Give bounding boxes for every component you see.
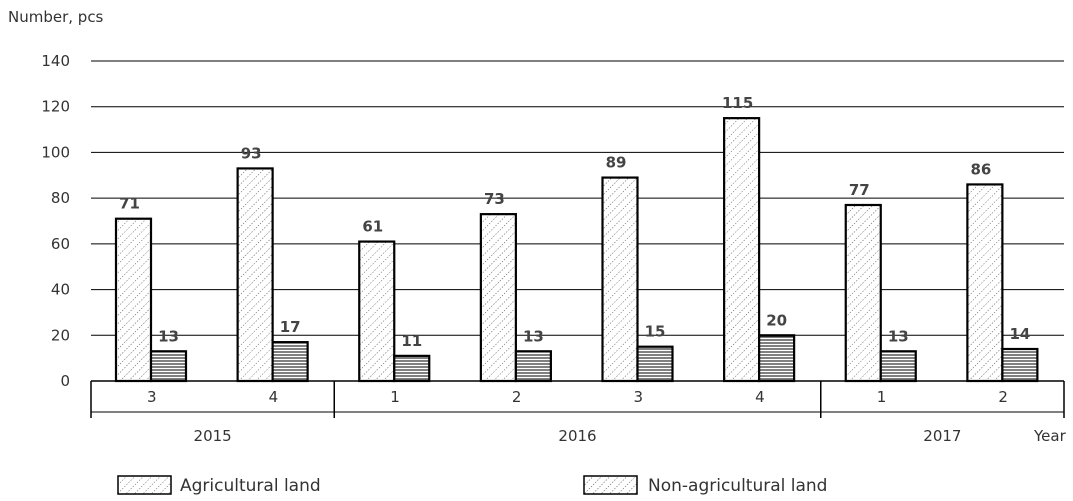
bars: 71 13 93 17 61 11 73 13 89 15 115 20 77 13 86 14 (114, 94, 1039, 383)
x-tick-label: 4 (269, 388, 279, 406)
group-label: 2015 (194, 427, 232, 445)
x-tick-label: 2 (512, 388, 522, 406)
legend: Agricultural land Non-agricultural land (117, 475, 827, 496)
bar (236, 167, 274, 383)
bar-value-label: 93 (241, 144, 262, 162)
bar-value-label: 115 (722, 94, 753, 112)
bar-value-label: 89 (606, 154, 627, 172)
y-tick-label: 60 (51, 235, 70, 253)
bar (723, 117, 761, 383)
bar (479, 213, 517, 383)
y-tick-label: 80 (51, 189, 70, 207)
y-axis-title: Number, pcs (8, 8, 104, 26)
bar (114, 217, 153, 383)
group-label: 2016 (558, 427, 596, 445)
group-label: 2017 (923, 427, 961, 445)
bar-value-label: 20 (766, 311, 787, 329)
bar (358, 240, 396, 383)
bar-value-label: 77 (849, 181, 870, 199)
bar-value-label: 13 (158, 327, 179, 345)
legend-label-agricultural: Agricultural land (180, 476, 321, 496)
x-tick-label: 3 (634, 388, 644, 406)
bar (636, 345, 674, 383)
bar (601, 176, 639, 383)
y-tick-label: 0 (60, 372, 70, 390)
bar-value-label: 86 (970, 160, 991, 178)
legend-label-non-agricultural: Non-agricultural land (648, 476, 827, 496)
x-axis-title: Year (1033, 427, 1067, 445)
y-tick-label: 120 (41, 98, 70, 116)
bar (149, 350, 188, 383)
bar-value-label: 15 (645, 323, 666, 341)
bar-value-label: 13 (888, 327, 909, 345)
x-tick-label: 1 (877, 388, 887, 406)
x-axis: 3 4 1 2 3 4 1 2 2015 2016 2017 (90, 380, 1065, 445)
y-axis-ticks: 0 20 40 60 80 100 120 140 (41, 52, 70, 390)
bar (966, 183, 1004, 383)
bar-value-label: 61 (362, 218, 383, 236)
bar (1001, 347, 1039, 383)
bar-value-label: 71 (119, 195, 140, 213)
legend-swatch-agricultural (117, 475, 172, 495)
bar-value-label: 73 (484, 190, 505, 208)
bar-value-label: 11 (401, 332, 422, 350)
legend-swatch-non-agricultural (583, 475, 638, 495)
y-tick-label: 140 (41, 52, 70, 70)
x-tick-label: 1 (390, 388, 400, 406)
bar-value-label: 14 (1009, 325, 1030, 343)
bar-value-label: 13 (523, 327, 544, 345)
bar (514, 350, 552, 383)
x-tick-label: 4 (755, 388, 765, 406)
y-tick-label: 100 (41, 143, 70, 161)
bar (758, 334, 796, 383)
bar (844, 203, 882, 383)
x-tick-label: 3 (147, 388, 157, 406)
y-tick-label: 40 (51, 281, 70, 299)
legend-item-agricultural: Agricultural land (117, 475, 321, 496)
x-tick-label: 2 (998, 388, 1008, 406)
bar-value-label: 17 (280, 318, 301, 336)
bar (393, 354, 431, 383)
bar (271, 341, 309, 383)
legend-item-non-agricultural: Non-agricultural land (583, 475, 827, 496)
bar (879, 350, 917, 383)
y-tick-label: 20 (51, 326, 70, 344)
